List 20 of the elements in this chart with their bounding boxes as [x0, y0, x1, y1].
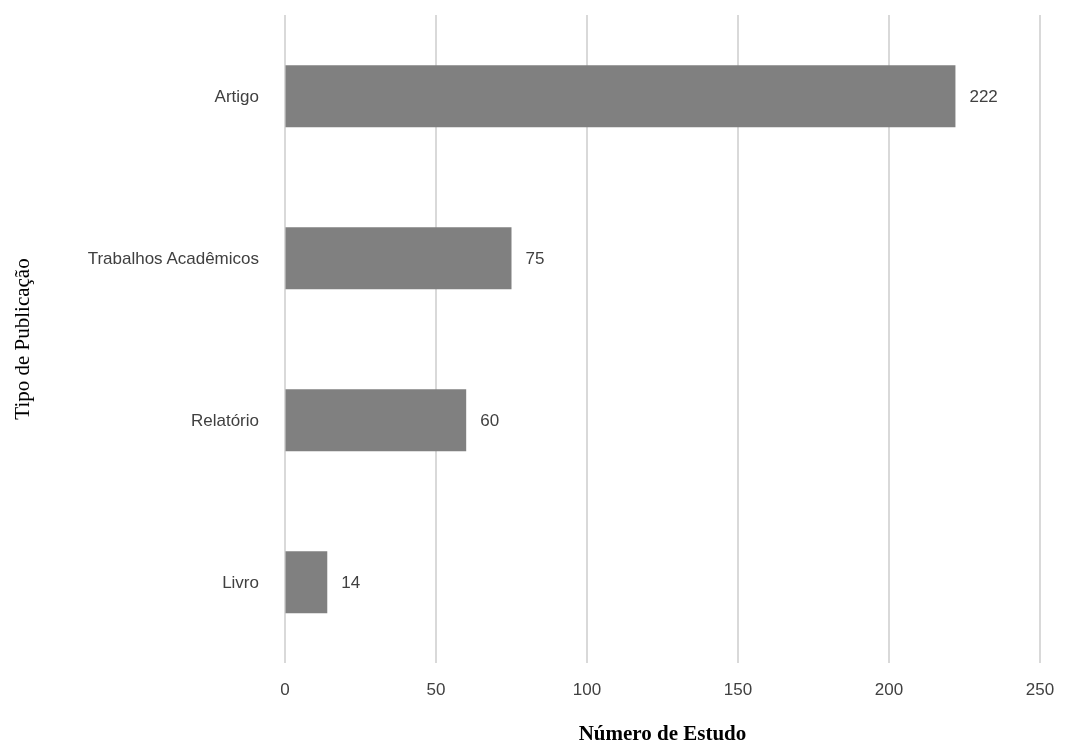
- bar: [285, 389, 467, 452]
- y-tick-label: Trabalhos Acadêmicos: [87, 249, 259, 269]
- y-tick-label: Relatório: [190, 411, 259, 431]
- y-axis-title: Tipo de Publicação: [10, 258, 35, 420]
- bar: [285, 551, 328, 614]
- x-tick-label: 100: [572, 680, 602, 700]
- x-tick-label: 50: [426, 680, 446, 700]
- y-tick-label: Artigo: [214, 87, 259, 107]
- data-label: 75: [525, 249, 545, 269]
- bar: [285, 65, 956, 128]
- x-tick-label: 250: [1025, 680, 1055, 700]
- data-label: 14: [341, 573, 361, 593]
- y-tick-label: Livro: [222, 573, 259, 593]
- data-label: 60: [480, 411, 500, 431]
- data-label: 222: [969, 87, 998, 107]
- x-tick-label: 200: [874, 680, 904, 700]
- x-tick-label: 150: [723, 680, 753, 700]
- x-tick-label: 0: [280, 680, 290, 700]
- x-axis-title: Número de Estudo: [578, 721, 747, 744]
- bar: [285, 227, 512, 290]
